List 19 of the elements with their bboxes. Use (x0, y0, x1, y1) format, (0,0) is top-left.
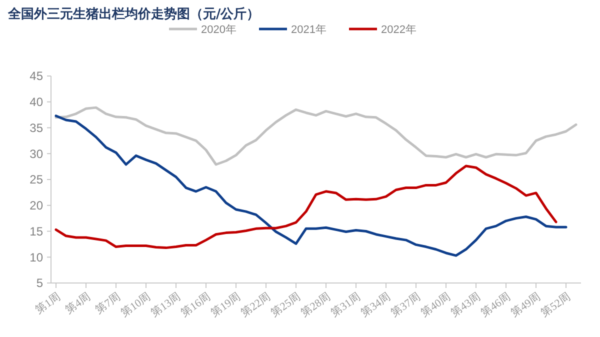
legend-label: 2020年 (201, 24, 236, 36)
legend-label: 2021年 (291, 24, 326, 36)
chart-title: 全国外三元生猪出栏均价走势图（元/公斤） (7, 6, 260, 22)
y-tick-label: 40 (30, 95, 44, 110)
legend-label: 2022年 (381, 24, 416, 36)
line-series (54, 114, 568, 257)
y-tick-label: 20 (30, 198, 44, 213)
y-tick-label: 35 (30, 120, 44, 135)
y-tick-label: 15 (30, 224, 44, 238)
x-tick-label: 第1周 (34, 290, 63, 316)
y-tick-label: 45 (30, 69, 44, 84)
y-tick-label: 10 (30, 250, 44, 264)
line-series (54, 106, 578, 166)
x-tick-label: 第4周 (64, 290, 93, 316)
y-tick-label: 30 (30, 146, 44, 161)
y-tick-label: 25 (30, 172, 44, 187)
x-tick-label: 第52周 (539, 290, 573, 320)
line-series (54, 164, 558, 250)
y-tick-label: 5 (36, 276, 44, 290)
